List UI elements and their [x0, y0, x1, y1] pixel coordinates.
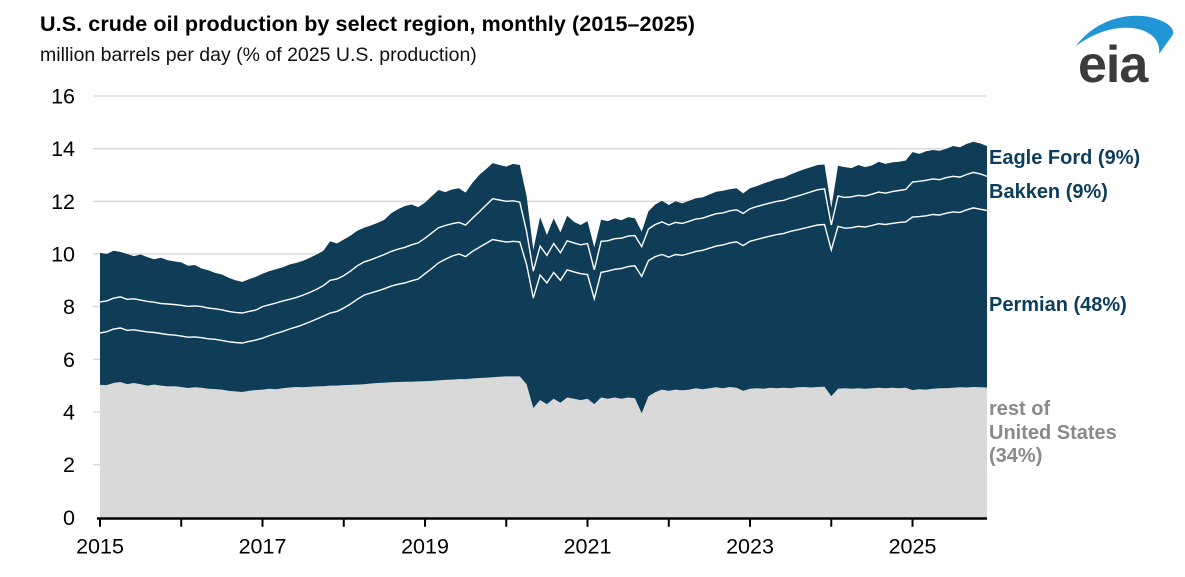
svg-text:2025: 2025: [889, 534, 937, 558]
series-label-eagle-ford: Eagle Ford (9%): [989, 147, 1141, 169]
svg-text:12: 12: [51, 190, 75, 214]
series-label-bakken: Bakken (9%): [989, 181, 1108, 203]
svg-text:0: 0: [63, 506, 75, 530]
series-label-permian: Permian (48%): [989, 294, 1127, 316]
svg-text:14: 14: [51, 137, 75, 161]
svg-text:2015: 2015: [76, 534, 124, 558]
svg-text:2019: 2019: [401, 534, 449, 558]
svg-text:6: 6: [63, 348, 75, 372]
series-label-rest-line1: rest of: [989, 398, 1051, 420]
svg-text:16: 16: [51, 85, 75, 109]
eia-logo-swoosh-icon: [1076, 15, 1174, 54]
svg-text:10: 10: [51, 242, 75, 266]
eia-logo: eia: [1062, 6, 1180, 94]
series-label-rest-of-us: rest of United States (34%): [989, 398, 1117, 469]
svg-text:2017: 2017: [239, 534, 287, 558]
svg-text:2023: 2023: [726, 534, 774, 558]
svg-text:2: 2: [63, 453, 75, 477]
svg-text:2021: 2021: [564, 534, 612, 558]
eia-logo-text: eia: [1078, 36, 1149, 92]
svg-text:8: 8: [63, 295, 75, 319]
series-label-rest-line2: United States: [989, 421, 1117, 444]
svg-text:4: 4: [63, 400, 75, 424]
page-title: U.S. crude oil production by select regi…: [40, 12, 696, 36]
chart-subtitle: million barrels per day (% of 2025 U.S. …: [40, 44, 477, 66]
series-label-rest-line3: (34%): [989, 445, 1043, 467]
